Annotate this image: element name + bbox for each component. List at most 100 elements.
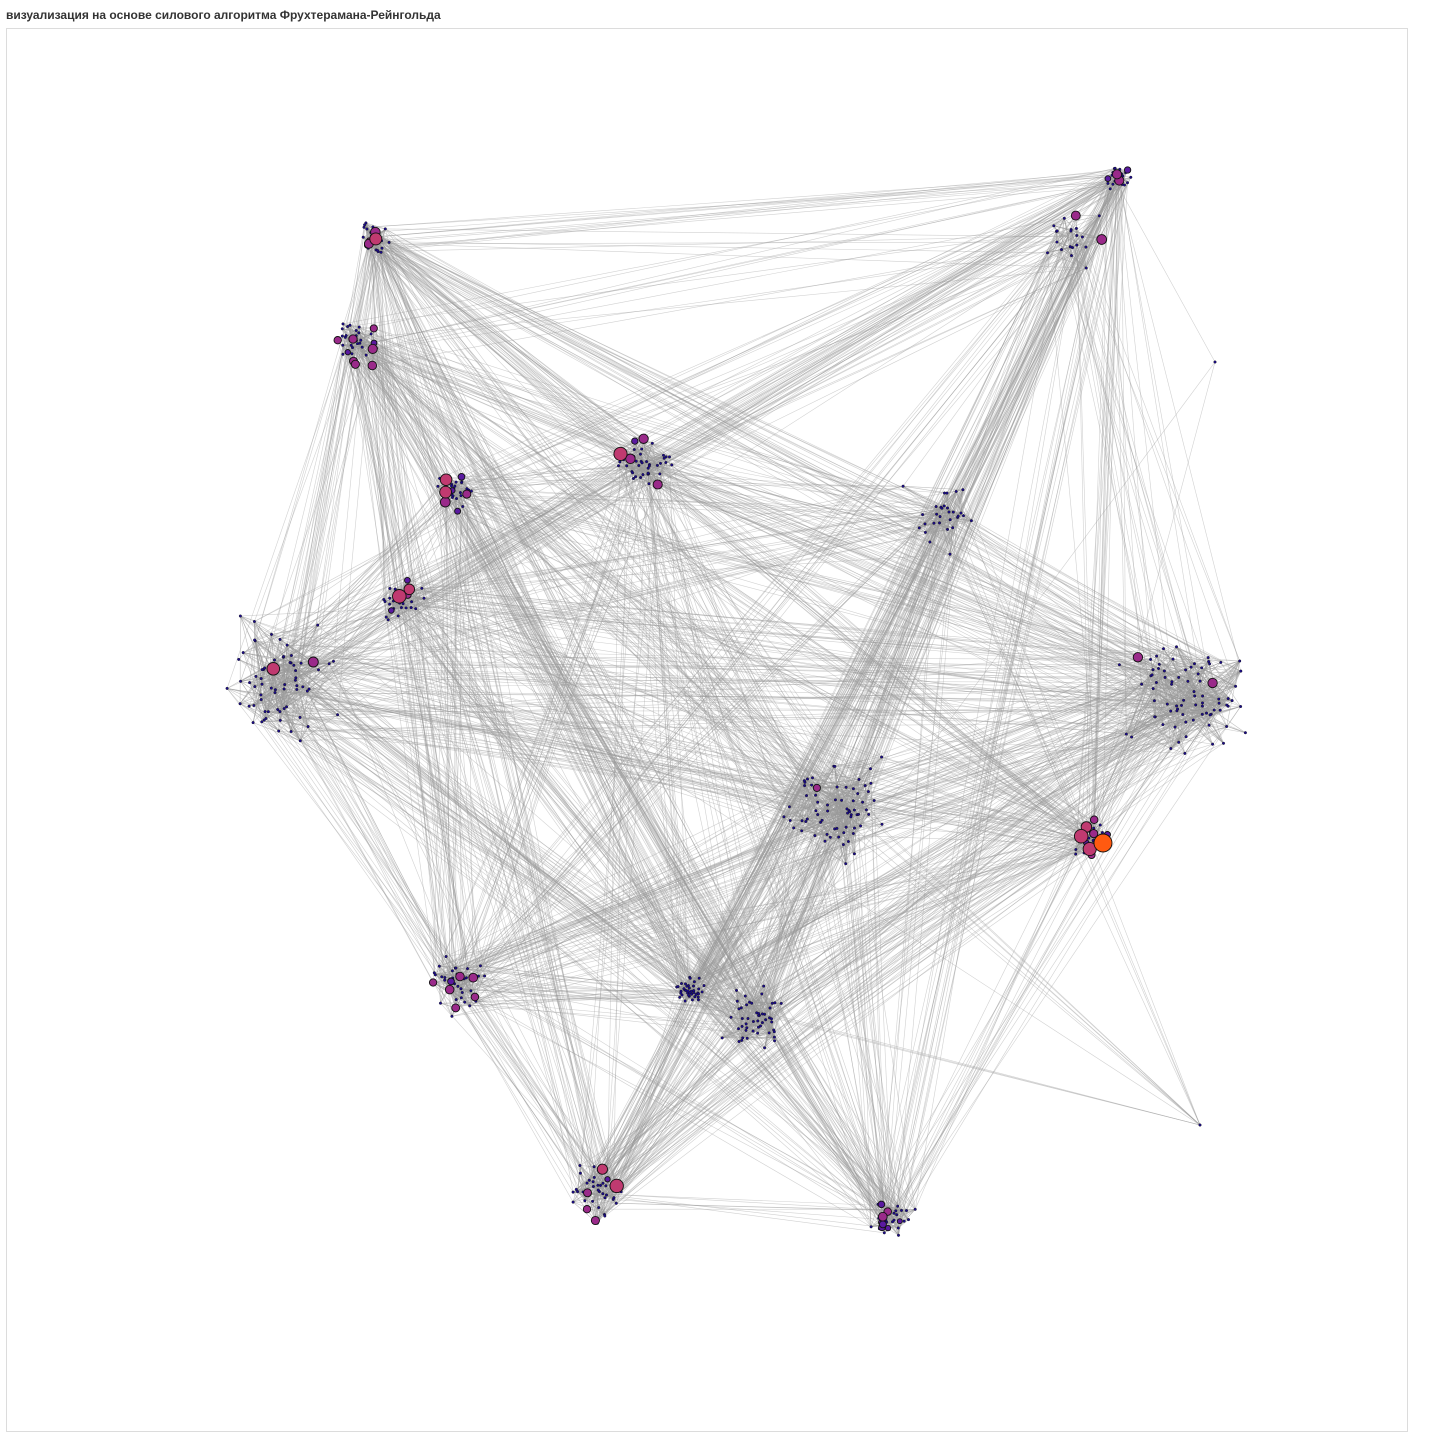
edge (804, 733, 1127, 783)
edge (450, 814, 858, 982)
edge (263, 669, 453, 1017)
edge (357, 343, 859, 815)
edge (441, 809, 855, 978)
edge (757, 1014, 765, 1034)
graph-node (1069, 229, 1073, 233)
edge (373, 237, 872, 1227)
edge (337, 340, 416, 609)
edge (1070, 246, 1173, 682)
edge (300, 726, 309, 741)
graph-node (1108, 187, 1112, 191)
edge (226, 688, 614, 1192)
edge (411, 601, 889, 1229)
edge (606, 833, 1094, 1196)
edge (593, 1013, 759, 1187)
graph-node (1184, 668, 1188, 672)
edge (355, 335, 846, 864)
graph-node (252, 620, 256, 624)
edge (1185, 669, 1203, 704)
graph-node (295, 688, 299, 692)
edge (1086, 183, 1109, 828)
edge (460, 495, 882, 1223)
edge (254, 640, 270, 666)
edge (657, 465, 926, 533)
graph-node (1100, 831, 1104, 835)
graph-node (1161, 723, 1165, 727)
edge (586, 1199, 614, 1210)
edge (447, 228, 1077, 501)
edge (293, 665, 1195, 697)
edge (469, 985, 764, 1007)
edge (618, 465, 899, 1236)
edge (604, 714, 1183, 1215)
edge (897, 736, 1187, 1207)
edge (939, 516, 972, 521)
graph-node (938, 515, 942, 519)
edge (253, 621, 255, 706)
edge (633, 169, 1128, 457)
edge (693, 802, 818, 991)
edge (386, 616, 1211, 716)
edge (616, 724, 1210, 1187)
edge (606, 837, 1089, 1196)
edge (886, 695, 1195, 1223)
graph-node (1189, 665, 1193, 669)
edge (697, 996, 899, 1229)
edge (572, 990, 689, 1203)
edge (456, 464, 650, 499)
edge (635, 461, 805, 786)
edge (342, 336, 617, 1186)
edge (445, 491, 451, 989)
edge (804, 782, 850, 812)
edge (352, 347, 412, 608)
edge (466, 493, 909, 1220)
edge (240, 615, 828, 812)
edge (879, 522, 940, 1229)
edge (671, 464, 1088, 830)
graph-node (659, 461, 663, 465)
graph-node (344, 334, 348, 338)
edge (579, 848, 1087, 1166)
edge (1080, 181, 1118, 837)
edge (922, 514, 941, 517)
edge (460, 988, 471, 992)
edge (1064, 218, 1083, 238)
edge (688, 832, 845, 986)
edge (363, 236, 926, 525)
edge (406, 607, 1210, 665)
edge (342, 335, 1203, 707)
graph-node (1140, 682, 1144, 686)
graph-node (1151, 668, 1155, 672)
edge (274, 489, 469, 661)
edge (317, 495, 454, 626)
edge (263, 514, 923, 670)
edge (337, 236, 1083, 715)
edge (243, 456, 670, 653)
edge (721, 168, 1116, 1039)
graph-node (409, 606, 413, 610)
edge (437, 486, 601, 1186)
edge (439, 465, 658, 479)
edge (255, 676, 310, 690)
edge (746, 820, 791, 1039)
edge (450, 981, 594, 1187)
edge (1081, 708, 1178, 837)
graph-node (861, 800, 865, 804)
edge (846, 704, 1227, 810)
edge (468, 489, 855, 855)
edge (254, 241, 370, 641)
edge (240, 703, 1207, 714)
edge (375, 231, 882, 1205)
edge (1150, 659, 1160, 665)
edge (1174, 660, 1240, 728)
edge (260, 506, 463, 696)
edge (461, 482, 770, 1018)
graph-node (1113, 166, 1117, 170)
graph-node (422, 596, 426, 600)
edge (255, 342, 375, 677)
edge (665, 462, 972, 521)
edge (618, 465, 887, 1223)
edge (1070, 230, 1072, 247)
edge (451, 246, 1071, 1017)
edge (935, 506, 1091, 844)
